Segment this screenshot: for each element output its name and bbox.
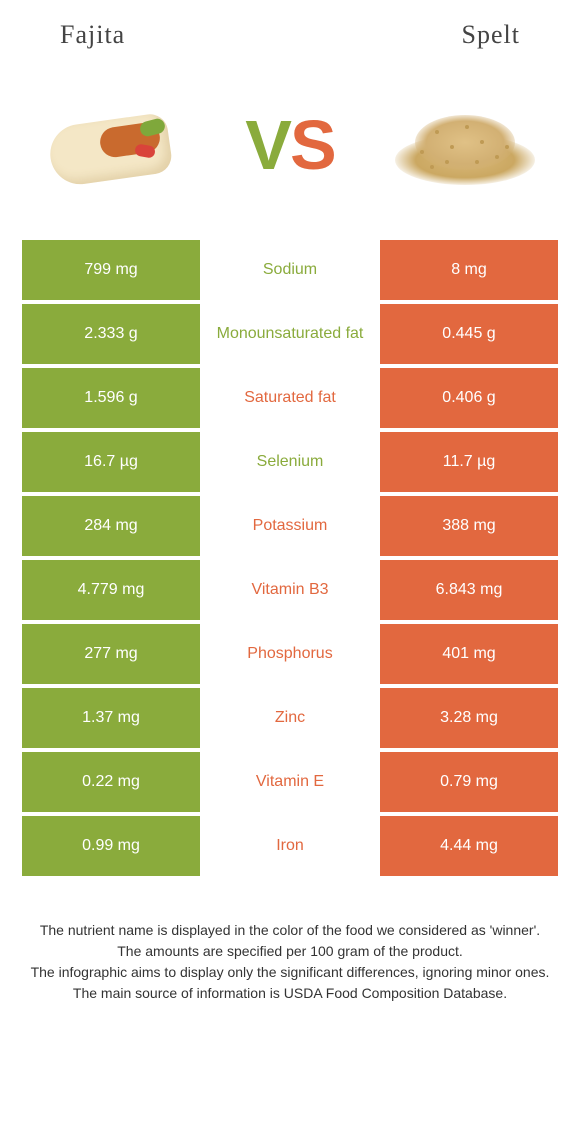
cell-left: 1.596 g [22,368,200,428]
table-row: 1.596 gSaturated fat0.406 g [22,368,558,428]
table-row: 4.779 mgVitamin B36.843 mg [22,560,558,620]
cell-label: Sodium [200,240,380,300]
cell-label: Phosphorus [200,624,380,684]
cell-left: 2.333 g [22,304,200,364]
footnote-line: The amounts are specified per 100 gram o… [30,941,550,962]
cell-label: Vitamin E [200,752,380,812]
cell-left: 0.99 mg [22,816,200,876]
fajita-image [40,90,190,200]
cell-left: 284 mg [22,496,200,556]
cell-right: 0.445 g [380,304,558,364]
table-row: 284 mgPotassium388 mg [22,496,558,556]
cell-label: Potassium [200,496,380,556]
table-row: 0.22 mgVitamin E0.79 mg [22,752,558,812]
cell-label: Saturated fat [200,368,380,428]
cell-right: 6.843 mg [380,560,558,620]
table-row: 16.7 µgSelenium11.7 µg [22,432,558,492]
footnote: The nutrient name is displayed in the co… [0,880,580,1004]
cell-left: 4.779 mg [22,560,200,620]
cell-label: Zinc [200,688,380,748]
cell-left: 277 mg [22,624,200,684]
title-left: Fajita [60,20,125,50]
table-row: 799 mgSodium8 mg [22,240,558,300]
footnote-line: The main source of information is USDA F… [30,983,550,1004]
cell-right: 11.7 µg [380,432,558,492]
hero: VS [0,60,580,240]
cell-right: 401 mg [380,624,558,684]
cell-right: 0.79 mg [380,752,558,812]
cell-label: Monounsaturated fat [200,304,380,364]
table-row: 1.37 mgZinc3.28 mg [22,688,558,748]
vs-badge: VS [245,105,334,185]
cell-right: 8 mg [380,240,558,300]
header: Fajita Spelt [0,0,580,60]
footnote-line: The nutrient name is displayed in the co… [30,920,550,941]
table-row: 2.333 gMonounsaturated fat0.445 g [22,304,558,364]
cell-right: 4.44 mg [380,816,558,876]
vs-s: S [290,106,335,184]
footnote-line: The infographic aims to display only the… [30,962,550,983]
cell-right: 3.28 mg [380,688,558,748]
cell-left: 799 mg [22,240,200,300]
cell-right: 388 mg [380,496,558,556]
cell-right: 0.406 g [380,368,558,428]
vs-v: V [245,106,290,184]
table-row: 0.99 mgIron4.44 mg [22,816,558,876]
cell-label: Selenium [200,432,380,492]
title-right: Spelt [462,20,520,50]
spelt-image [390,90,540,200]
cell-left: 0.22 mg [22,752,200,812]
table-row: 277 mgPhosphorus401 mg [22,624,558,684]
cell-label: Vitamin B3 [200,560,380,620]
cell-left: 1.37 mg [22,688,200,748]
cell-left: 16.7 µg [22,432,200,492]
cell-label: Iron [200,816,380,876]
comparison-table: 799 mgSodium8 mg2.333 gMonounsaturated f… [0,240,580,876]
